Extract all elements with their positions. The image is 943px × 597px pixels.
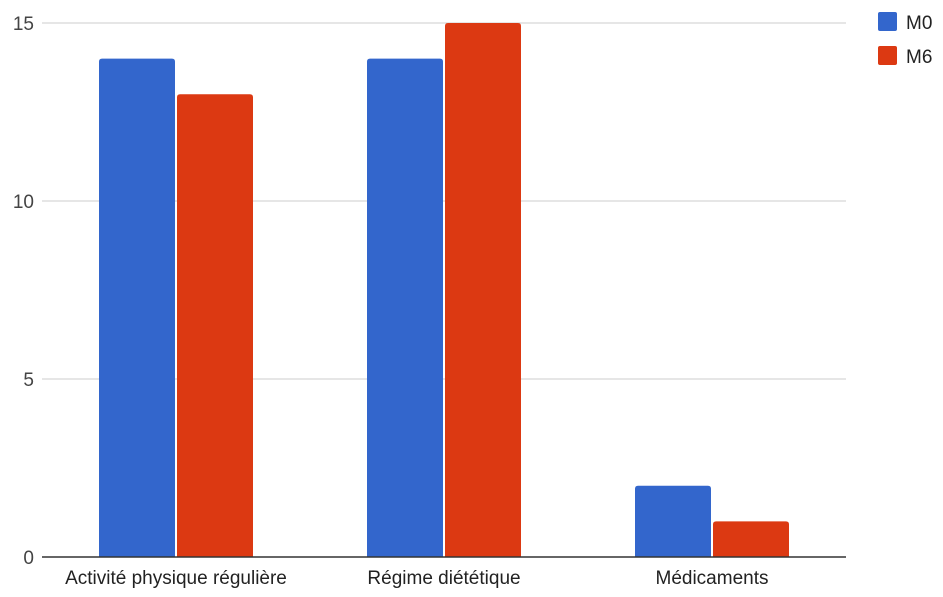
- bar-m6-2: [713, 521, 789, 557]
- legend-swatch-m0: [878, 12, 897, 31]
- bar-m0-0: [99, 59, 175, 557]
- y-tick-label: 0: [23, 548, 34, 569]
- bar-m0-1: [367, 59, 443, 557]
- legend-swatch-m6: [878, 46, 897, 65]
- legend: M0 M6: [878, 12, 932, 68]
- x-category-label: Activité physique régulière: [65, 568, 287, 589]
- x-category-label: Médicaments: [656, 568, 769, 589]
- bar-m0-2: [635, 486, 711, 557]
- x-category-label: Régime diététique: [367, 568, 520, 589]
- y-tick-label: 5: [23, 370, 34, 391]
- legend-label-m0: M0: [906, 13, 932, 34]
- bar-m6-0: [177, 94, 253, 557]
- y-tick-label: 15: [13, 14, 34, 35]
- y-tick-label: 10: [13, 192, 34, 213]
- legend-label-m6: M6: [906, 47, 932, 68]
- bars: [99, 23, 789, 557]
- bar-m6-1: [445, 23, 521, 557]
